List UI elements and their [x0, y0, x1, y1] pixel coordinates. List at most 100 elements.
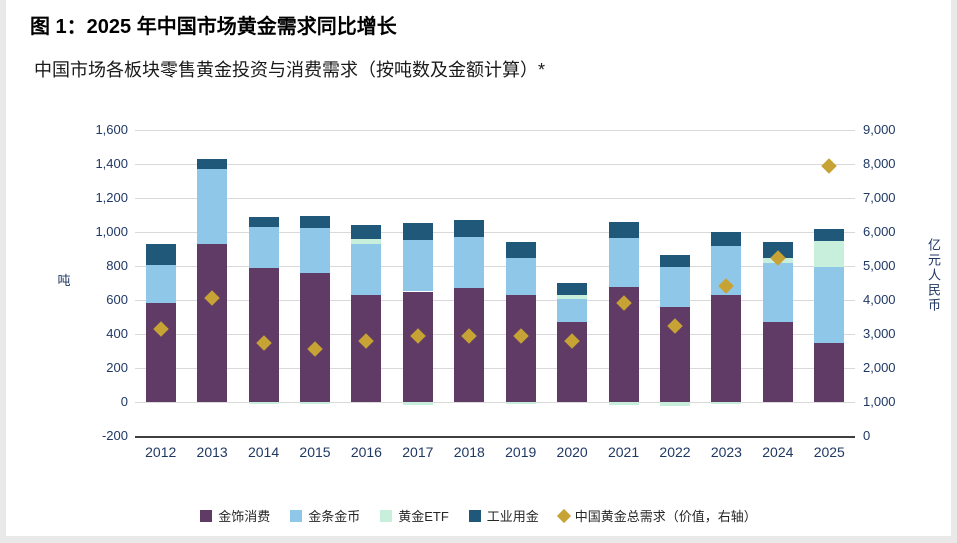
figure-title: 图 1：2025 年中国市场黄金需求同比增长	[30, 16, 397, 38]
bar-segment	[402, 222, 433, 240]
left-axis-tick-label: 1,400	[95, 156, 128, 171]
right-axis-tick-label: 6,000	[863, 224, 896, 239]
right-axis-tick-label: 2,000	[863, 360, 896, 375]
gridline	[135, 402, 855, 403]
bar-segment	[454, 288, 485, 402]
bar-segment	[660, 402, 690, 407]
bar-segment	[711, 402, 742, 404]
right-axis-tick-label: 8,000	[863, 156, 896, 171]
right-axis-ticks: 9,000 8,000 7,000 6,000 5,000 4,000 3,000 2,000…	[863, 123, 923, 443]
right-axis-title: 亿元人民币	[926, 238, 941, 313]
legend-swatch	[200, 509, 213, 522]
legend-swatch	[290, 509, 303, 522]
gridline	[135, 334, 855, 335]
bar-segment	[454, 220, 485, 238]
bar-segment	[608, 402, 639, 405]
chart-legend: 金饰消费 金条金币 黄金ETF 工业用金 中国黄金总需求（价值，右轴）	[6, 506, 951, 525]
x-axis-label: 2023	[710, 444, 742, 460]
x-axis-label: 2014	[247, 444, 280, 460]
legend-label: 中国黄金总需求（价值，右轴）	[574, 509, 757, 524]
left-axis-tick-label: 1,000	[95, 224, 128, 239]
figure-subtitle: 中国市场各板块零售黄金投资与消费需求（按吨数及金额计算）*	[34, 60, 546, 80]
left-axis-tick-label: 200	[106, 360, 128, 375]
bar-segment	[248, 216, 279, 227]
bar-segment	[145, 243, 176, 266]
left-axis-tick-label: 400	[106, 326, 128, 341]
bar-segment	[197, 243, 228, 402]
gridline	[135, 300, 855, 301]
bar-segment	[351, 238, 382, 244]
bar-segment	[351, 294, 382, 402]
x-axis-label: 2018	[453, 444, 485, 460]
x-axis-label: 2024	[762, 444, 794, 460]
legend-label: 黄金ETF	[398, 509, 449, 524]
bar-segment	[762, 322, 793, 402]
left-axis-tick-label: 0	[120, 394, 128, 409]
legend-label: 金饰消费	[218, 509, 271, 524]
bar-segment	[300, 402, 330, 404]
legend-item: 金饰消费	[200, 506, 270, 525]
legend-swatch	[380, 509, 393, 522]
left-axis-tick-label: 800	[106, 258, 128, 273]
legend-item: 中国黄金总需求（价值，右轴）	[556, 506, 757, 525]
x-axis-label: 2019	[505, 444, 537, 460]
legend-label: 工业用金	[486, 509, 539, 524]
left-axis-tick-label: 1,600	[95, 122, 128, 137]
bar-segment	[351, 243, 382, 295]
gridline	[135, 232, 855, 233]
bar-segment	[505, 294, 536, 402]
bar-segment	[402, 291, 433, 402]
gridline	[135, 266, 855, 267]
bar-segment	[145, 303, 176, 402]
bar-segment	[608, 221, 639, 238]
left-axis-ticks: 1,600 1,400 1,200 1,000 800 600 400 200 0 -200	[6, 123, 128, 443]
bar-segment	[300, 227, 330, 273]
right-axis-tick-label: 9,000	[863, 122, 896, 137]
bar-segment	[454, 237, 485, 289]
bar-segment	[197, 158, 228, 170]
x-axis-label: 2020	[556, 444, 588, 460]
right-axis-tick-label: 4,000	[863, 292, 896, 307]
legend-diamond-swatch	[556, 508, 571, 523]
legend-item: 金条金币	[290, 506, 360, 525]
bar-segment	[300, 215, 330, 228]
right-axis-tick-label: 7,000	[863, 190, 896, 205]
legend-label: 金条金币	[308, 509, 361, 524]
bar-segment	[557, 283, 588, 295]
total-demand-marker	[821, 157, 838, 174]
legend-swatch	[468, 509, 481, 522]
bar-segment	[248, 402, 279, 404]
bar-segment	[660, 266, 690, 307]
bar-segment	[557, 299, 588, 323]
bar-segment	[505, 258, 536, 295]
gridline	[135, 198, 855, 199]
right-axis-tick-label: 5,000	[863, 258, 896, 273]
bar-segment	[505, 242, 536, 259]
bar-segment	[300, 272, 330, 402]
bar-segment	[660, 254, 690, 267]
left-axis-tick-label: 1,200	[95, 190, 128, 205]
x-axis-label: 2013	[196, 444, 228, 460]
x-axis-label: 2015	[299, 444, 331, 460]
x-axis-label: 2025	[813, 444, 845, 460]
bar-segment	[711, 294, 742, 402]
gridline	[135, 130, 855, 131]
bar-segment	[557, 294, 588, 300]
bar-segment	[814, 241, 845, 267]
bar-segment	[197, 169, 228, 244]
left-axis-tick-label: -200	[101, 428, 128, 443]
bar-segment	[762, 262, 793, 323]
bar-segment	[402, 402, 433, 405]
gridline	[135, 368, 855, 369]
x-axis-label: 2012	[145, 444, 177, 460]
legend-item: 工业用金	[468, 506, 539, 525]
right-axis-tick-label: 1,000	[863, 394, 896, 409]
figure-content: 图 1：2025 年中国市场黄金需求同比增长 中国市场各板块零售黄金投资与消费需…	[6, 0, 951, 536]
bar-segment	[711, 232, 742, 247]
left-axis-title: 吨	[57, 273, 71, 288]
x-axis-label: 2017	[402, 444, 434, 460]
right-axis-tick-label: 0	[863, 428, 871, 443]
x-axis-label: 2022	[659, 444, 691, 460]
bar-segment	[814, 229, 845, 242]
left-axis-tick-label: 600	[106, 292, 128, 307]
